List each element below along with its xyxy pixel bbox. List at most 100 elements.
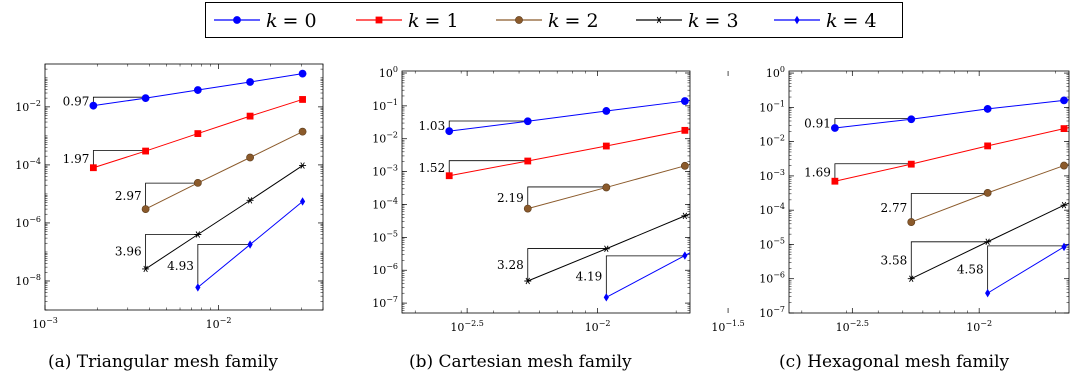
data-point — [142, 265, 150, 273]
legend: k = 0 k = 1 k = 2 k = 3 k = 4 — [205, 2, 903, 38]
series-3 — [907, 201, 1069, 282]
slope-label: 1.69 — [804, 165, 831, 179]
x-tick-label-1: 10−2 — [585, 319, 611, 334]
data-point — [602, 107, 611, 115]
y-tick-label-7: 100 — [766, 65, 785, 80]
series-line — [911, 202, 1069, 280]
y-tick-label-0: 10−8 — [15, 273, 41, 288]
x-tick-label-0: 10−2.5 — [450, 319, 483, 334]
plot-frame — [44, 63, 324, 311]
y-tick-label-2: 10−5 — [372, 229, 398, 244]
data-point — [1060, 161, 1068, 170]
slope-triangle-0: 0.97 — [63, 94, 146, 108]
data-point — [602, 183, 611, 192]
legend-label: k = 0 — [266, 10, 317, 32]
x-tick-label-2: 10−1.5 — [711, 319, 744, 334]
data-point — [907, 218, 916, 226]
series-line — [834, 127, 1069, 182]
slope-triangle-3: 3.96 — [115, 233, 198, 269]
slope-label: 1.52 — [418, 161, 445, 175]
slope-label: 2.97 — [115, 189, 142, 203]
y-tick-label-6: 10−1 — [759, 99, 785, 114]
data-point — [1060, 96, 1068, 105]
data-point — [194, 231, 202, 238]
legend-svg: k = 0 k = 1 k = 2 k = 3 k = 4 — [214, 10, 877, 32]
data-point — [298, 127, 307, 136]
slope-triangle-1: 1.69 — [804, 163, 912, 182]
data-point — [141, 205, 150, 213]
caption-b: (b) Cartesian mesh family — [409, 352, 632, 372]
y-tick-label-7: 100 — [379, 65, 398, 80]
data-point — [907, 160, 915, 168]
chart-2: 10−2.510−210−1.510−710−610−510−410−310−2… — [759, 65, 1070, 334]
legend-entry-1: k = 1 — [356, 10, 459, 32]
x-tick-label-0: 10−2.5 — [836, 319, 869, 334]
chart-1: 10−2.5 10−2 10−1.5 10−7 10−6 10−5 10−4 10−3 10−2… — [372, 65, 767, 334]
data-point — [524, 157, 532, 165]
data-point — [680, 97, 689, 105]
slope-triangle-2: 2.97 — [115, 182, 198, 210]
series-0 — [89, 69, 307, 110]
slope-triangle-4: 4.19 — [576, 255, 685, 298]
slope-label: 2.77 — [881, 201, 908, 215]
y-tick-label-4: 10−3 — [759, 168, 785, 183]
data-point — [246, 197, 254, 204]
data-point — [523, 204, 532, 213]
data-point — [984, 142, 992, 150]
slope-triangle-2: 2.19 — [497, 186, 607, 209]
series-4 — [603, 251, 690, 302]
series-line — [987, 243, 1069, 294]
data-point — [680, 161, 689, 170]
data-point — [142, 147, 150, 155]
legend-marker — [233, 16, 241, 24]
data-point — [602, 142, 610, 150]
data-point — [1060, 125, 1068, 132]
slope-triangle-3: 3.28 — [497, 248, 607, 282]
data-point — [246, 112, 254, 120]
slope-label: 3.96 — [115, 245, 142, 259]
y-tick-label-1: 10−6 — [759, 271, 785, 286]
legend-marker — [375, 16, 383, 24]
data-point — [89, 164, 97, 172]
series-line — [911, 163, 1069, 223]
caption-c: (c) Hexagonal mesh family — [779, 352, 1010, 372]
data-point — [298, 69, 307, 78]
data-point — [682, 251, 688, 260]
y-tick-label-6: 10−1 — [372, 98, 398, 113]
y-tick-label-0: 10−7 — [372, 295, 398, 310]
series-2 — [141, 127, 307, 213]
series-line — [145, 165, 303, 270]
data-point — [831, 177, 839, 185]
legend-entry-2: k = 2 — [496, 10, 599, 32]
data-point — [246, 153, 254, 162]
legend-entry-3: k = 3 — [636, 10, 739, 32]
data-point — [681, 126, 689, 134]
slope-label: 3.58 — [881, 253, 908, 267]
series-3 — [142, 162, 307, 273]
series-4 — [195, 197, 306, 292]
y-tick-label-1: 10−6 — [15, 215, 41, 230]
data-point — [760, 88, 767, 95]
legend-label: k = 2 — [548, 10, 599, 32]
y-tick-label-3: 10−2 — [15, 99, 41, 114]
data-point — [907, 115, 916, 124]
slope-label: 4.19 — [576, 270, 603, 284]
data-point — [984, 238, 992, 245]
data-point — [831, 124, 839, 132]
slope-label: 0.97 — [63, 94, 90, 108]
series-line — [145, 131, 303, 210]
data-point — [299, 197, 306, 206]
chart-0: 10−3 10−2 10−8 10−6 10−4 10−2 0.97 1.97 2.97 3.96… — [15, 63, 324, 331]
x-tick-label-1: 10−2 — [966, 319, 992, 334]
series-4 — [985, 242, 1069, 298]
data-point — [194, 130, 202, 137]
series-2 — [523, 161, 690, 213]
x-tick-label-0: 10−3 — [32, 316, 58, 331]
y-tick-label-4: 10−3 — [372, 164, 398, 179]
data-point — [681, 212, 689, 220]
data-point — [1060, 201, 1068, 209]
legend-marker — [515, 16, 523, 24]
data-point — [445, 127, 454, 136]
slope-label: 4.93 — [167, 259, 194, 273]
slope-label: 2.19 — [497, 191, 524, 205]
